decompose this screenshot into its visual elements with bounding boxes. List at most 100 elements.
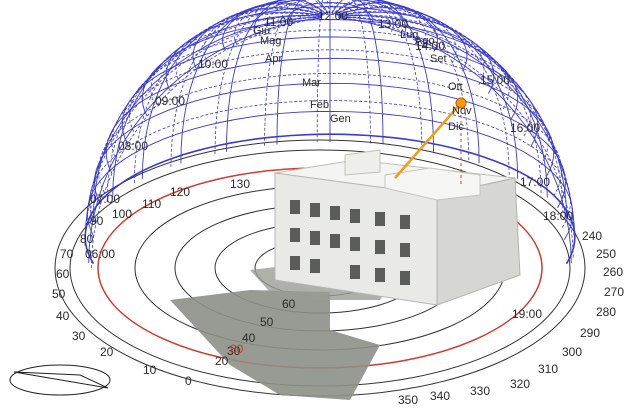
hour-line-dashed: [170, 3, 325, 167]
azimuth-label: 30: [72, 329, 86, 343]
month-arc-dashed: [175, 2, 485, 85]
month-arc-dashed: [233, 0, 427, 46]
building-top-block: [384, 167, 481, 201]
month-label: Set: [430, 53, 447, 65]
hour-label: 16:00: [510, 121, 540, 135]
month-arc-dashed: [89, 100, 571, 228]
hour-line: [331, 0, 384, 145]
hour-line: [276, 0, 329, 145]
month-arc-dashed: [97, 73, 563, 197]
month-label: Dic: [448, 121, 464, 133]
month-label: Mag: [260, 35, 281, 47]
altitude-label: 60: [282, 297, 296, 311]
month-label: Feb: [310, 99, 329, 111]
azimuth-label: 330: [470, 384, 490, 398]
hour-label: 17:00: [520, 175, 550, 189]
azimuth-label: 100: [112, 207, 132, 221]
azimuth-label: 70: [60, 247, 74, 261]
hour-label: 07:00: [90, 192, 120, 206]
azimuth-label: 0: [185, 374, 192, 388]
altitude-label: 80: [230, 342, 244, 356]
hour-line: [338, 15, 568, 219]
hour-line-dashed: [106, 12, 323, 203]
building-rooftop-box: [344, 149, 381, 176]
hour-line: [92, 15, 322, 219]
altitude-label: 50: [260, 315, 274, 329]
azimuth-label: 300: [562, 345, 582, 359]
azimuth-label: 110: [142, 197, 161, 211]
azimuth-label: 80: [80, 232, 94, 246]
month-arc-dashed: [111, 49, 549, 166]
month-label: Lug: [400, 29, 418, 41]
altitude-label: 20: [215, 354, 229, 368]
hour-label: 12:00: [318, 9, 348, 23]
hour-label: 15:00: [480, 73, 510, 87]
hour-label: 06:00: [85, 247, 115, 261]
dome-rim: [84, 133, 576, 265]
hour-label: 13:00: [378, 17, 408, 31]
compass-triangle-icon: [9, 364, 111, 396]
month-arc: [121, 36, 539, 148]
azimuth-label: 40: [56, 309, 70, 323]
month-arc: [253, 0, 407, 37]
hour-label: 09:00: [155, 94, 185, 108]
month-arc-dashed: [266, 0, 394, 32]
month-label: Nov: [452, 105, 472, 117]
hour-line: [180, 2, 325, 164]
altitude-label: 30: [227, 344, 241, 358]
hour-line-dashed: [338, 16, 575, 236]
hour-label: 10:00: [198, 57, 228, 71]
month-arc-dashed: [203, 0, 457, 64]
sun-marker: [455, 97, 467, 109]
building-model: [274, 149, 521, 306]
month-label: Giu: [253, 25, 270, 37]
hour-line-dashed: [332, 0, 423, 150]
azimuth-label: 50: [52, 287, 66, 301]
sun-ray: [394, 102, 462, 179]
month-arc: [222, 0, 438, 52]
month-arc: [94, 82, 566, 209]
azimuth-label: 120: [170, 185, 190, 199]
month-arc: [105, 57, 555, 177]
azimuth-label: 10: [143, 363, 157, 377]
month-arc: [141, 19, 519, 120]
altitude-label: 40: [242, 331, 256, 345]
azimuth-label: 340: [430, 389, 450, 403]
hour-line-dashed: [133, 8, 324, 184]
building-windows: [290, 200, 410, 285]
azimuth-label: 240: [582, 229, 602, 243]
month-arc: [165, 6, 495, 94]
hour-line-dashed: [338, 14, 564, 214]
sun-path-dome: [84, 0, 576, 269]
hour-line-dashed: [214, 0, 327, 155]
hour-label: 11:00: [264, 15, 293, 29]
month-label: Ott: [448, 81, 463, 93]
azimuth-label: 350: [398, 393, 418, 407]
hour-line: [336, 7, 519, 179]
month-arc-dashed: [128, 29, 532, 137]
azimuth-label: 270: [604, 285, 624, 299]
hour-label: 18:00: [543, 209, 573, 223]
month-arc: [86, 110, 574, 240]
month-arc: [192, 0, 468, 72]
hour-label: 19:00: [512, 307, 542, 321]
month-label: Gen: [330, 113, 351, 125]
hour-line-dashed: [338, 17, 574, 258]
hour-label: 08:00: [118, 139, 148, 153]
azimuth-label: 60: [56, 267, 70, 281]
hour-line: [333, 0, 434, 152]
azimuth-label: 130: [230, 177, 250, 191]
azimuth-label: 280: [596, 305, 616, 319]
hour-line-dashed: [331, 0, 371, 144]
diagram-labels: 06:00 07:00 08:00 09:00 10:00 11:00 12:00 13:00…: [52, 9, 624, 407]
hour-line-dashed: [264, 0, 329, 146]
azimuth-label: 290: [580, 326, 600, 340]
hour-line-dashed: [90, 17, 322, 269]
azimuth-label: 310: [538, 362, 558, 376]
azimuth-label: 260: [603, 265, 623, 279]
hour-line: [226, 0, 327, 152]
building-side-face: [436, 177, 521, 306]
azimuth-label: 250: [596, 247, 616, 261]
month-arc: [287, 2, 373, 26]
